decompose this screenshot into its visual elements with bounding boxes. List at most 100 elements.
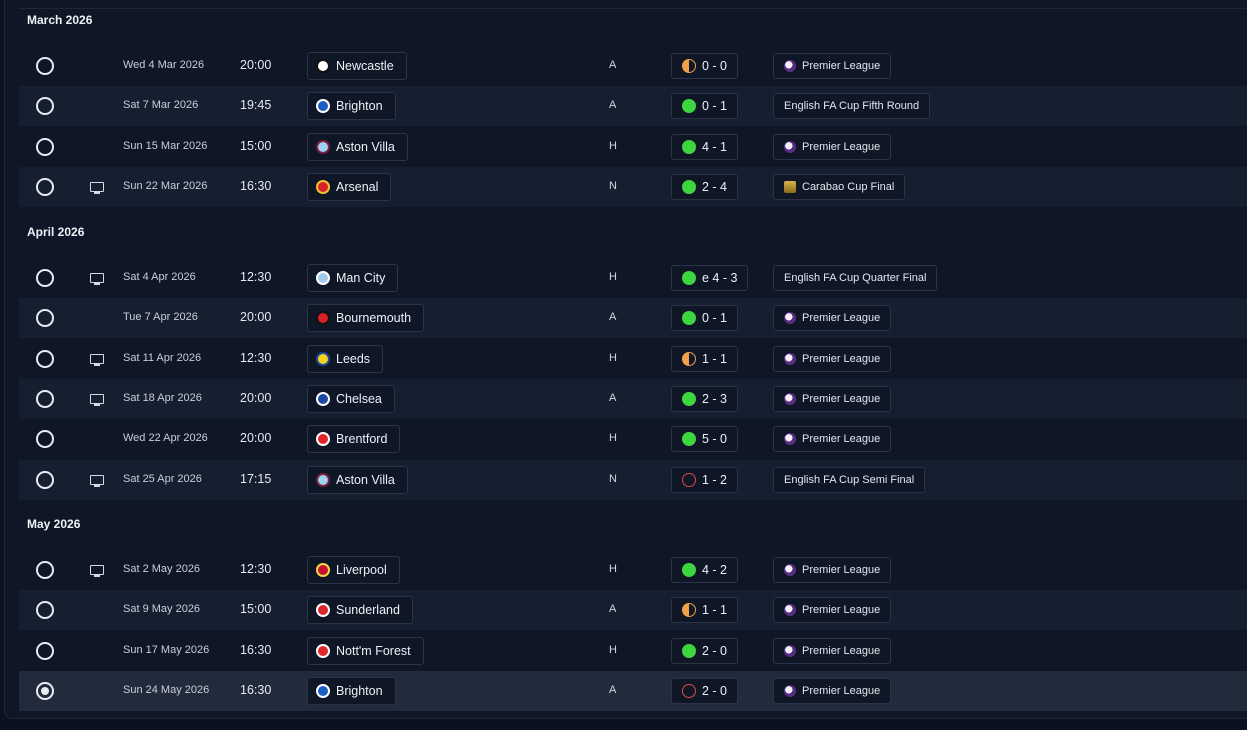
competition-button[interactable]: Carabao Cup Final: [773, 174, 906, 200]
competition-button[interactable]: Premier League: [773, 426, 892, 452]
fixture-row[interactable]: Sat 18 Apr 2026 20:00 Chelsea A 2 - 3 Premier…: [19, 379, 1247, 419]
score: e 4 - 3: [702, 271, 738, 285]
competition-name: Premier League: [802, 60, 881, 72]
result-button[interactable]: 1 - 2: [671, 467, 739, 493]
opponent-button[interactable]: Arsenal: [307, 173, 392, 201]
tv-icon: [90, 475, 104, 487]
result-button[interactable]: 4 - 2: [671, 557, 739, 583]
fixture-select-radio[interactable]: [36, 309, 54, 327]
premier-league-icon: [784, 685, 796, 697]
result-button[interactable]: e 4 - 3: [671, 265, 749, 291]
result-button[interactable]: 1 - 1: [671, 597, 739, 623]
kickoff-time: 12:30: [240, 562, 272, 576]
score: 2 - 0: [702, 684, 728, 698]
fixture-select-radio[interactable]: [36, 178, 54, 196]
fixture-select-radio[interactable]: [36, 138, 54, 156]
fixture-date: Sun 24 May 2026: [123, 684, 210, 696]
fixture-date: Sun 22 Mar 2026: [123, 180, 208, 192]
opponent-button[interactable]: Aston Villa: [307, 466, 408, 494]
fixture-date: Sat 11 Apr 2026: [123, 352, 202, 364]
venue: A: [609, 311, 617, 323]
competition-button[interactable]: Premier League: [773, 305, 892, 331]
score: 2 - 0: [702, 644, 728, 658]
brentford-crest-icon: [316, 432, 330, 446]
opponent-button[interactable]: Nott'm Forest: [307, 637, 424, 665]
fixture-row[interactable]: Sat 25 Apr 2026 17:15 Aston Villa N 1 - 2 Eng…: [19, 460, 1247, 500]
result-button[interactable]: 5 - 0: [671, 426, 739, 452]
premier-league-icon: [784, 564, 796, 576]
competition-name: Premier League: [802, 564, 881, 576]
competition-button[interactable]: Premier League: [773, 597, 892, 623]
opponent-button[interactable]: Sunderland: [307, 596, 413, 624]
fixture-date: Sat 25 Apr 2026: [123, 473, 202, 485]
result-button[interactable]: 0 - 1: [671, 305, 739, 331]
result-button[interactable]: 4 - 1: [671, 134, 739, 160]
fixture-row[interactable]: Sun 22 Mar 2026 16:30 Arsenal N 2 - 4 Carabao…: [19, 167, 1247, 207]
arsenal-crest-icon: [316, 180, 330, 194]
fixture-select-radio[interactable]: [36, 601, 54, 619]
competition-button[interactable]: Premier League: [773, 134, 892, 160]
fixture-row[interactable]: Sun 15 Mar 2026 15:00 Aston Villa H 4 - 1 Pre…: [19, 127, 1247, 167]
result-button[interactable]: 0 - 1: [671, 93, 739, 119]
score: 4 - 2: [702, 563, 728, 577]
fixture-row[interactable]: Wed 4 Mar 2026 20:00 Newcastle A 0 - 0 Premie…: [19, 46, 1247, 86]
opponent-button[interactable]: Man City: [307, 264, 399, 292]
result-button[interactable]: 0 - 0: [671, 53, 739, 79]
divider: [19, 8, 1247, 9]
fixture-row[interactable]: Sat 7 Mar 2026 19:45 Brighton A 0 - 1 English…: [19, 86, 1247, 126]
competition-button[interactable]: Premier League: [773, 678, 892, 704]
opponent-name: Sunderland: [336, 603, 400, 617]
competition-name: Carabao Cup Final: [802, 181, 895, 193]
fixture-select-radio[interactable]: [36, 561, 54, 579]
opponent-button[interactable]: Newcastle: [307, 52, 407, 80]
fixture-select-radio[interactable]: [36, 430, 54, 448]
opponent-button[interactable]: Bournemouth: [307, 304, 425, 332]
venue: N: [609, 180, 617, 192]
score: 1 - 2: [702, 473, 728, 487]
aston-villa-crest-icon: [316, 473, 330, 487]
competition-button[interactable]: Premier League: [773, 53, 892, 79]
fixture-select-radio[interactable]: [36, 97, 54, 115]
competition-button[interactable]: English FA Cup Semi Final: [773, 467, 926, 493]
venue: A: [609, 392, 617, 404]
competition-button[interactable]: Premier League: [773, 346, 892, 372]
competition-name: English FA Cup Quarter Final: [784, 272, 927, 284]
opponent-button[interactable]: Aston Villa: [307, 133, 408, 161]
fixture-select-radio[interactable]: [36, 350, 54, 368]
result-button[interactable]: 2 - 0: [671, 638, 739, 664]
fixture-row[interactable]: Sun 17 May 2026 16:30 Nott'm Forest H 2 - 0 P…: [19, 631, 1247, 671]
fixture-select-radio[interactable]: [36, 471, 54, 489]
fixture-row[interactable]: Sat 9 May 2026 15:00 Sunderland A 1 - 1 Premi…: [19, 590, 1247, 630]
result-button[interactable]: 2 - 3: [671, 386, 739, 412]
opponent-button[interactable]: Brighton: [307, 92, 396, 120]
fixture-row[interactable]: Sun 24 May 2026 16:30 Brighton A 2 - 0 Premie…: [19, 671, 1247, 711]
fixture-row[interactable]: Sat 11 Apr 2026 12:30 Leeds H 1 - 1 Premier L…: [19, 339, 1247, 379]
fixture-row[interactable]: Tue 7 Apr 2026 20:00 Bournemouth A 0 - 1 Prem…: [19, 298, 1247, 338]
result-button[interactable]: 2 - 0: [671, 678, 739, 704]
result-button[interactable]: 2 - 4: [671, 174, 739, 200]
opponent-name: Aston Villa: [336, 473, 395, 487]
competition-button[interactable]: English FA Cup Fifth Round: [773, 93, 931, 119]
score: 0 - 1: [702, 99, 728, 113]
opponent-button[interactable]: Leeds: [307, 345, 384, 373]
opponent-button[interactable]: Chelsea: [307, 385, 395, 413]
competition-button[interactable]: Premier League: [773, 557, 892, 583]
competition-button[interactable]: English FA Cup Quarter Final: [773, 265, 938, 291]
fixture-row[interactable]: Wed 22 Apr 2026 20:00 Brentford H 5 - 0 Premi…: [19, 419, 1247, 459]
fixture-row[interactable]: Sat 2 May 2026 12:30 Liverpool H 4 - 2 Premie…: [19, 550, 1247, 590]
premier-league-icon: [784, 141, 796, 153]
opponent-button[interactable]: Brentford: [307, 425, 401, 453]
fixture-select-radio[interactable]: [36, 642, 54, 660]
fixture-select-radio[interactable]: [36, 682, 54, 700]
result-button[interactable]: 1 - 1: [671, 346, 739, 372]
fixture-select-radio[interactable]: [36, 57, 54, 75]
competition-name: English FA Cup Fifth Round: [784, 100, 920, 112]
fixture-select-radio[interactable]: [36, 269, 54, 287]
competition-button[interactable]: Premier League: [773, 386, 892, 412]
fixture-select-radio[interactable]: [36, 390, 54, 408]
opponent-name: Chelsea: [336, 392, 382, 406]
competition-button[interactable]: Premier League: [773, 638, 892, 664]
opponent-button[interactable]: Liverpool: [307, 556, 400, 584]
opponent-button[interactable]: Brighton: [307, 677, 396, 705]
